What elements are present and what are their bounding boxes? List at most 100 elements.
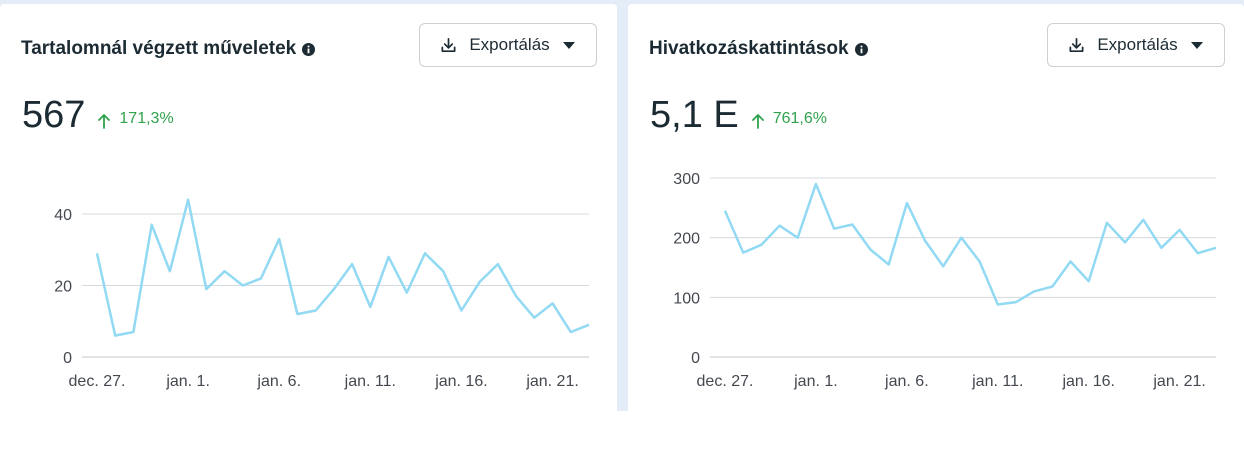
data-point[interactable] (849, 222, 855, 228)
info-icon[interactable] (854, 42, 868, 56)
data-point[interactable] (531, 315, 537, 321)
x-tick-label: jan. 21. (1152, 373, 1205, 390)
data-point[interactable] (904, 200, 910, 206)
arrow-up-icon (98, 114, 111, 129)
x-tick-label: jan. 11. (344, 373, 396, 390)
metric-summary: 5,1 E 761,6% (650, 94, 827, 137)
x-tick-label: jan. 11. (971, 373, 1023, 390)
metric-value: 5,1 E (650, 94, 739, 136)
data-point[interactable] (1031, 288, 1037, 294)
metric-change: 761,6% (751, 110, 827, 129)
series-line (95, 198, 590, 337)
data-point[interactable] (130, 329, 136, 335)
data-point[interactable] (1122, 239, 1128, 245)
data-point[interactable] (422, 250, 428, 256)
metric-summary: 567 171,3% (22, 94, 174, 137)
content-actions-line-chart: 0 20 40 dec. 27. jan. 1. jan. 6. jan. 11. jan. … (54, 197, 592, 390)
data-point[interactable] (222, 268, 228, 274)
data-point[interactable] (1086, 278, 1092, 284)
data-point[interactable] (495, 261, 501, 267)
data-point[interactable] (940, 263, 946, 269)
data-point[interactable] (440, 268, 446, 274)
data-point[interactable] (886, 262, 892, 268)
metric-change: 171,3% (97, 110, 174, 129)
data-point[interactable] (1195, 250, 1201, 256)
export-button-label: Exportálás (469, 35, 550, 54)
data-point[interactable] (94, 250, 100, 256)
caret-down-icon (1190, 42, 1203, 49)
data-point[interactable] (331, 286, 337, 292)
x-tick-label: jan. 16. (434, 373, 487, 390)
data-point[interactable] (1068, 259, 1074, 265)
data-point[interactable] (795, 235, 801, 241)
data-point[interactable] (995, 301, 1001, 307)
download-icon (441, 37, 456, 52)
data-point[interactable] (722, 208, 728, 214)
data-point[interactable] (922, 238, 928, 244)
data-point[interactable] (276, 236, 282, 242)
data-point[interactable] (458, 308, 464, 314)
data-point[interactable] (1213, 245, 1219, 251)
data-point[interactable] (404, 290, 410, 296)
data-point[interactable] (777, 223, 783, 229)
data-point[interactable] (586, 322, 592, 328)
x-tick-label: jan. 6. (884, 373, 929, 390)
y-tick-label: 20 (54, 279, 72, 296)
content-actions-card: Tartalomnál végzett műveletek Exportálás… (0, 4, 617, 411)
arrow-up-icon (751, 114, 764, 129)
data-point[interactable] (1049, 284, 1055, 290)
y-tick-label: 200 (673, 231, 700, 248)
export-button[interactable]: Exportálás (1047, 23, 1225, 67)
data-point[interactable] (831, 226, 837, 232)
data-point[interactable] (1013, 299, 1019, 305)
data-point[interactable] (112, 333, 118, 339)
x-tick-label: dec. 27. (697, 373, 754, 390)
data-point[interactable] (550, 300, 556, 306)
data-point[interactable] (513, 293, 519, 299)
export-button[interactable]: Exportálás (419, 23, 597, 67)
data-point[interactable] (813, 181, 819, 187)
data-point[interactable] (349, 261, 355, 267)
data-point[interactable] (958, 235, 964, 241)
data-point[interactable] (313, 308, 319, 314)
data-point[interactable] (867, 247, 873, 253)
metric-change-value: 761,6% (772, 110, 827, 127)
data-point[interactable] (1158, 245, 1164, 251)
data-point[interactable] (477, 279, 483, 285)
metric-change-value: 171,3% (119, 110, 174, 127)
data-point[interactable] (203, 286, 209, 292)
data-point[interactable] (1104, 220, 1110, 226)
x-tick-label: jan. 1. (793, 373, 838, 390)
data-point[interactable] (758, 242, 764, 248)
y-tick-label: 0 (63, 350, 72, 367)
card-title-text: Tartalomnál végzett műveletek (21, 38, 297, 59)
data-point[interactable] (1140, 217, 1146, 223)
data-point[interactable] (240, 283, 246, 289)
y-tick-label: 0 (691, 350, 700, 367)
data-point[interactable] (258, 275, 264, 281)
data-point[interactable] (167, 268, 173, 274)
series-line (723, 182, 1217, 306)
y-tick-label: 100 (673, 290, 700, 307)
x-tick-label: dec. 27. (69, 373, 126, 390)
link-clicks-line-chart: 0 100 200 300 dec. 27. jan. 1. jan. 6. jan. 11.… (673, 171, 1219, 390)
data-point[interactable] (977, 259, 983, 265)
data-point[interactable] (367, 304, 373, 310)
metric-value: 567 (22, 94, 86, 136)
data-point[interactable] (1177, 227, 1183, 233)
data-point[interactable] (149, 222, 155, 228)
data-point[interactable] (386, 254, 392, 260)
data-point[interactable] (568, 329, 574, 335)
x-tick-label: jan. 16. (1061, 373, 1114, 390)
data-point[interactable] (185, 197, 191, 203)
x-tick-label: jan. 21. (525, 373, 578, 390)
link-clicks-card: Hivatkozáskattintások Exportálás 5,1 E 7… (628, 4, 1244, 411)
data-point[interactable] (740, 250, 746, 256)
x-tick-label: jan. 6. (256, 373, 301, 390)
download-icon (1069, 37, 1084, 52)
card-title: Tartalomnál végzett műveletek (21, 38, 316, 60)
data-point[interactable] (294, 311, 300, 317)
info-icon[interactable] (302, 42, 316, 56)
card-title-text: Hivatkozáskattintások (649, 38, 849, 59)
x-tick-label: jan. 1. (165, 373, 210, 390)
